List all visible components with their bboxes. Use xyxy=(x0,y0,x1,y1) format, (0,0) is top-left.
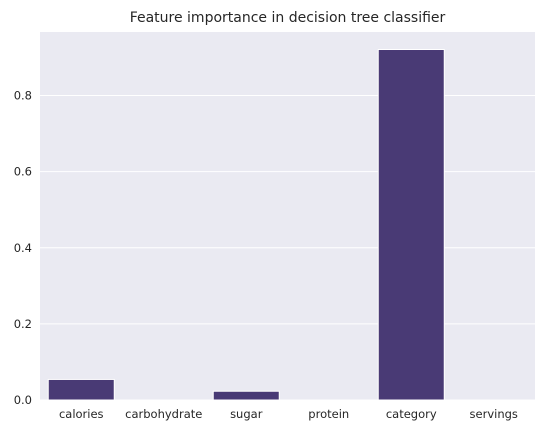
bar-calories xyxy=(47,378,115,401)
x-tick-label-category: category xyxy=(386,407,437,421)
x-tick-label-sugar: sugar xyxy=(230,407,263,421)
bar-category xyxy=(377,49,445,401)
x-tick-label-carbohydrate: carbohydrate xyxy=(125,407,202,421)
bars xyxy=(47,49,445,401)
bar-sugar xyxy=(212,390,280,401)
y-axis-ticks: 0.0 0.2 0.4 0.6 0.8 xyxy=(14,89,32,407)
gridlines xyxy=(40,95,535,401)
chart-title: Feature importance in decision tree clas… xyxy=(130,10,446,26)
y-tick-label: 0.4 xyxy=(14,241,32,255)
y-tick-label: 0.6 xyxy=(14,165,32,179)
y-tick-label: 0.2 xyxy=(14,317,32,331)
x-tick-label-calories: calories xyxy=(59,407,104,421)
y-tick-label: 0.0 xyxy=(14,393,32,407)
x-axis-ticks: calories carbohydrate sugar protein category… xyxy=(59,407,518,421)
plot-background xyxy=(40,32,535,400)
y-tick-label: 0.8 xyxy=(14,89,32,103)
x-tick-label-servings: servings xyxy=(470,407,518,421)
x-tick-label-protein: protein xyxy=(308,407,349,421)
